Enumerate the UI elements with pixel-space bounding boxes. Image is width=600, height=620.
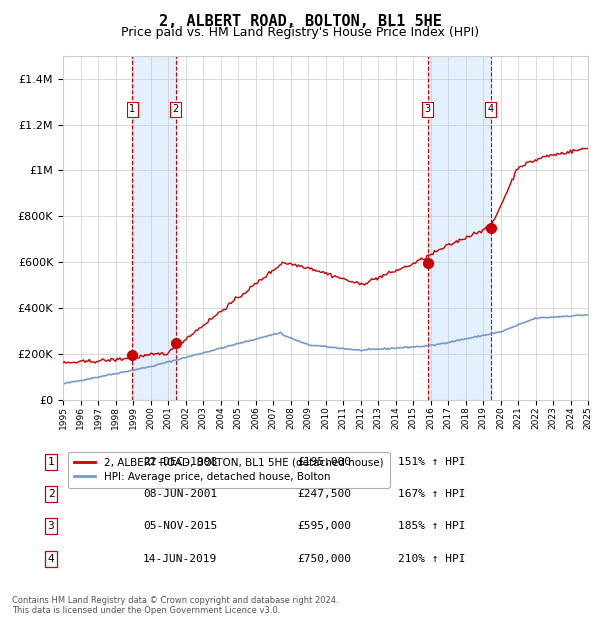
Bar [133,56,176,400]
Text: £595,000: £595,000 [297,521,351,531]
Text: 185% ↑ HPI: 185% ↑ HPI [398,521,466,531]
Legend: 2, ALBERT ROAD, BOLTON, BL1 5HE (detached house), HPI: Average price, detached h: 2, ALBERT ROAD, BOLTON, BL1 5HE (detache… [68,451,389,488]
Text: 4: 4 [488,104,494,114]
Text: £750,000: £750,000 [297,554,351,564]
Text: Contains HM Land Registry data © Crown copyright and database right 2024.
This d: Contains HM Land Registry data © Crown c… [12,596,338,615]
Text: 2: 2 [47,489,55,499]
Text: 1: 1 [130,104,136,114]
Text: 08-JUN-2001: 08-JUN-2001 [143,489,217,499]
Text: 2: 2 [173,104,179,114]
Text: 3: 3 [47,521,55,531]
Text: 4: 4 [47,554,55,564]
Text: £247,500: £247,500 [297,489,351,499]
Text: 22-DEC-1998: 22-DEC-1998 [143,457,217,467]
Text: £195,000: £195,000 [297,457,351,467]
Bar [428,56,491,400]
Text: 151% ↑ HPI: 151% ↑ HPI [398,457,466,467]
Text: 1: 1 [47,457,55,467]
Text: 14-JUN-2019: 14-JUN-2019 [143,554,217,564]
Text: 167% ↑ HPI: 167% ↑ HPI [398,489,466,499]
Text: Price paid vs. HM Land Registry's House Price Index (HPI): Price paid vs. HM Land Registry's House … [121,26,479,39]
Text: 2, ALBERT ROAD, BOLTON, BL1 5HE: 2, ALBERT ROAD, BOLTON, BL1 5HE [158,14,442,29]
Text: 210% ↑ HPI: 210% ↑ HPI [398,554,466,564]
Text: 3: 3 [425,104,431,114]
Text: 05-NOV-2015: 05-NOV-2015 [143,521,217,531]
